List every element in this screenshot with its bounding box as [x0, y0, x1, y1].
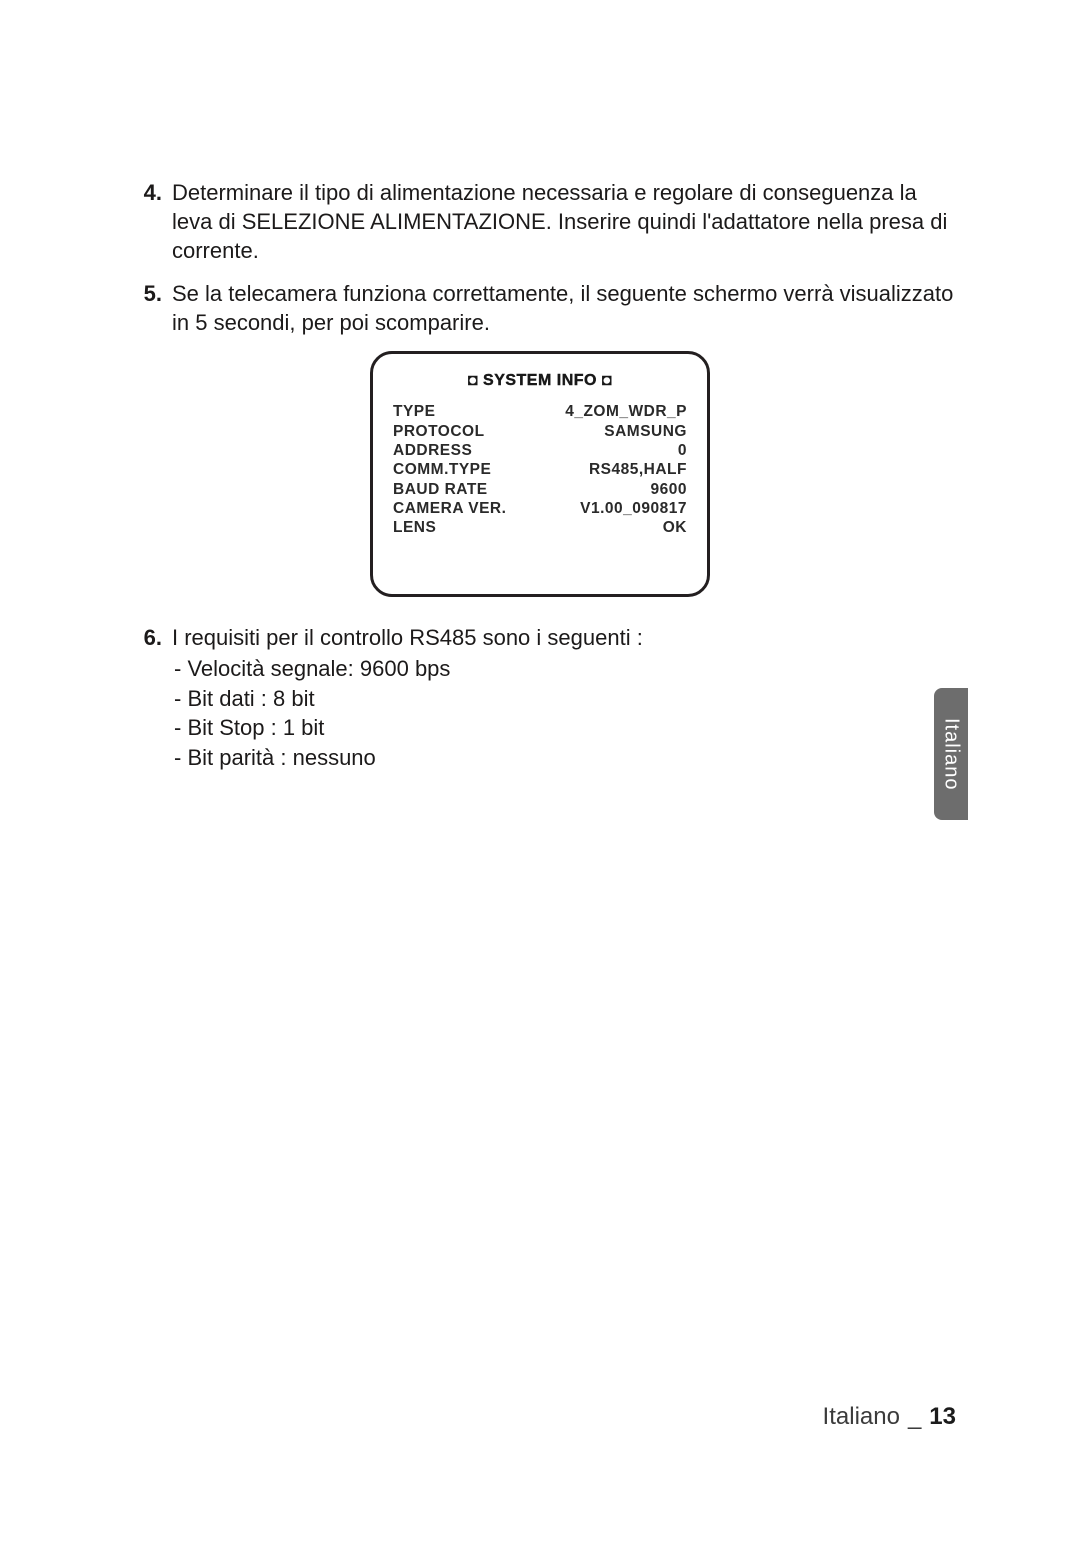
footer-separator: _ [906, 1403, 923, 1431]
subitem: - Velocità segnale: 9600 bps [162, 654, 960, 684]
osd-key: LENS [393, 518, 436, 537]
osd-key: ADDRESS [393, 441, 472, 460]
item-number: 5. [120, 279, 172, 337]
osd-key: CAMERA VER. [393, 499, 506, 518]
osd-key: TYPE [393, 402, 435, 421]
osd-key: PROTOCOL [393, 422, 485, 441]
osd-row-lens: LENS OK [393, 518, 687, 537]
item-text: Se la telecamera funziona correttamente,… [172, 279, 960, 337]
ordered-item-6: 6. I requisiti per il controllo RS485 so… [120, 623, 960, 652]
osd-value: OK [663, 518, 687, 537]
item-number: 6. [120, 623, 172, 652]
language-side-tab: Italiano [934, 688, 968, 820]
osd-value: V1.00_090817 [580, 499, 687, 518]
osd-row-protocol: PROTOCOL SAMSUNG [393, 422, 687, 441]
subitem: - Bit dati : 8 bit [162, 684, 960, 714]
footer-page-number: 13 [929, 1403, 956, 1431]
osd-value: SAMSUNG [604, 422, 687, 441]
subitem: - Bit Stop : 1 bit [162, 713, 960, 743]
page-footer: Italiano _ 13 [823, 1403, 956, 1431]
osd-screenshot-wrap: ◘ SYSTEM INFO ◘ TYPE 4_ZOM_WDR_P PROTOCO… [120, 351, 960, 597]
subitem: - Bit parità : nessuno [162, 743, 960, 773]
document-page: 4. Determinare il tipo di alimentazione … [0, 0, 1080, 1541]
osd-value: 0 [678, 441, 687, 460]
osd-row-address: ADDRESS 0 [393, 441, 687, 460]
osd-title: ◘ SYSTEM INFO ◘ [393, 372, 687, 390]
footer-language: Italiano [823, 1403, 900, 1431]
item-number: 4. [120, 178, 172, 265]
osd-row-camver: CAMERA VER. V1.00_090817 [393, 499, 687, 518]
item-text: I requisiti per il controllo RS485 sono … [172, 623, 960, 652]
system-info-osd: ◘ SYSTEM INFO ◘ TYPE 4_ZOM_WDR_P PROTOCO… [370, 351, 710, 597]
osd-value: 4_ZOM_WDR_P [565, 402, 687, 421]
osd-row-commtype: COMM.TYPE RS485,HALF [393, 460, 687, 479]
item-6-subitems: - Velocità segnale: 9600 bps - Bit dati … [120, 654, 960, 773]
osd-key: COMM.TYPE [393, 460, 491, 479]
osd-row-baud: BAUD RATE 9600 [393, 480, 687, 499]
osd-row-type: TYPE 4_ZOM_WDR_P [393, 402, 687, 421]
ordered-item-5: 5. Se la telecamera funziona correttamen… [120, 279, 960, 337]
ordered-item-4: 4. Determinare il tipo di alimentazione … [120, 178, 960, 265]
osd-value: 9600 [651, 480, 687, 499]
item-text: Determinare il tipo di alimentazione nec… [172, 178, 960, 265]
osd-key: BAUD RATE [393, 480, 488, 499]
osd-value: RS485,HALF [589, 460, 687, 479]
